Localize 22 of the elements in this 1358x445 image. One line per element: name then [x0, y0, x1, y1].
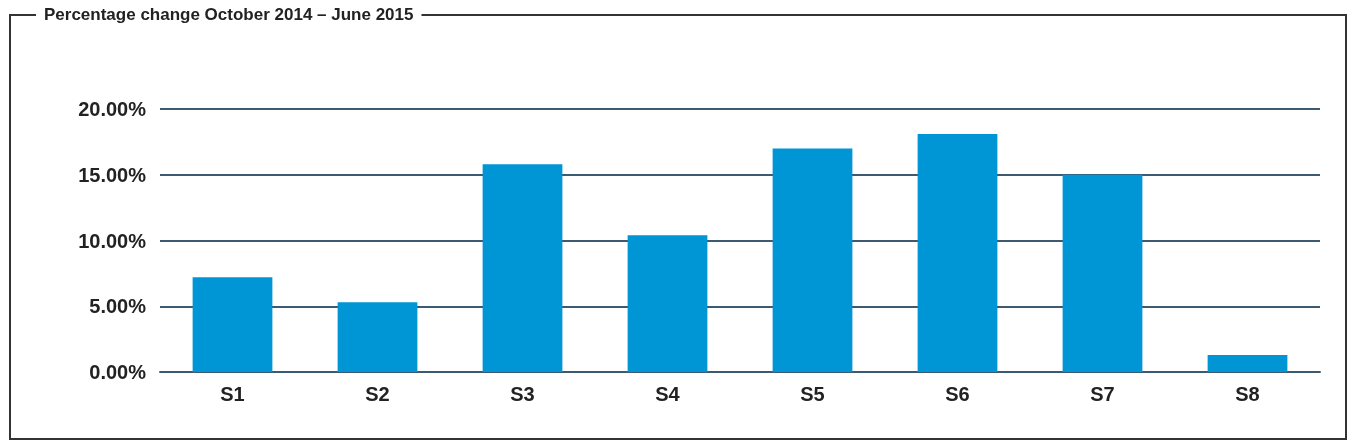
y-tick-label: 20.00%: [78, 98, 147, 120]
x-tick-label: S6: [945, 383, 970, 405]
x-tick-label: S8: [1235, 383, 1260, 405]
y-tick-label: 15.00%: [78, 163, 147, 186]
x-tick-label: S4: [655, 383, 681, 405]
x-tick-label: S2: [365, 383, 390, 405]
bar: [917, 133, 998, 372]
bar: [482, 164, 563, 372]
y-tick-label: 5.00%: [89, 295, 147, 318]
x-tick-label: S3: [510, 383, 535, 405]
bar: [337, 302, 418, 372]
bar: [192, 277, 273, 372]
x-tick-label: S5: [800, 383, 825, 405]
bar: [1062, 174, 1143, 372]
bar: [1207, 354, 1288, 372]
x-tick-label: S7: [1090, 383, 1115, 405]
x-tick-label: S1: [220, 383, 245, 405]
y-tick-label: 10.00%: [78, 229, 147, 252]
bar: [627, 235, 708, 372]
bar: [772, 148, 853, 372]
y-tick-label: 0.00%: [89, 361, 147, 383]
chart-title: Percentage change October 2014 – June 2015: [44, 5, 414, 24]
